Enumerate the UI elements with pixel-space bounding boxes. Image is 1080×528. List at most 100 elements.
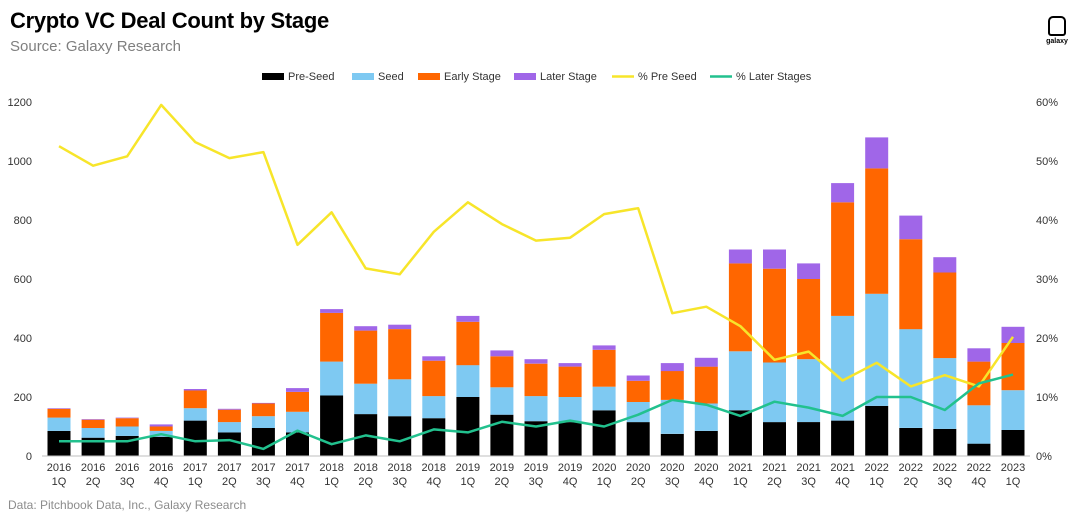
bar-early-stage-1	[81, 419, 105, 428]
bar-early-stage-16	[592, 349, 616, 387]
bar-seed-11	[422, 396, 446, 419]
x-tick-year: 2022	[967, 462, 991, 474]
bar-early-stage-14	[524, 363, 548, 397]
bar-later-stage-23	[831, 183, 855, 203]
bar-seed-6	[251, 416, 275, 428]
y-tick-label: 600	[14, 274, 32, 286]
bar-seed-8	[320, 361, 344, 396]
x-tick-year: 2020	[592, 462, 616, 474]
bar-pre-seed-18	[660, 433, 684, 456]
bar-later-stage-14	[524, 359, 548, 364]
x-tick-quarter: 2Q	[903, 476, 918, 488]
x-tick-year: 2017	[285, 462, 309, 474]
bar-seed-20	[728, 351, 752, 411]
y-tick-label: 1000	[8, 156, 32, 168]
x-tick-year: 2019	[558, 462, 582, 474]
bar-early-stage-4	[183, 390, 207, 409]
legend-label-pre-seed: % Pre Seed	[638, 71, 697, 83]
x-tick-year: 2020	[626, 462, 650, 474]
bar-later-stage-6	[251, 402, 275, 404]
x-tick-quarter: 3Q	[256, 476, 271, 488]
bar-pre-seed-12	[456, 397, 480, 456]
x-tick-quarter: 1Q	[461, 476, 476, 488]
bar-early-stage-20	[728, 263, 752, 352]
x-tick-quarter: 1Q	[324, 476, 339, 488]
bar-early-stage-18	[660, 371, 684, 400]
bar-seed-9	[354, 383, 378, 415]
bar-later-stage-27	[967, 348, 991, 362]
x-tick-year: 2022	[933, 462, 957, 474]
bar-pre-seed-5	[217, 432, 241, 456]
bar-seed-16	[592, 386, 616, 411]
bar-pre-seed-0	[47, 430, 71, 456]
bar-seed-13	[490, 387, 514, 415]
bar-later-stage-9	[354, 326, 378, 331]
bar-pre-seed-8	[320, 395, 344, 456]
bar-seed-1	[81, 428, 105, 438]
x-tick-year: 2016	[81, 462, 105, 474]
bar-later-stage-11	[422, 356, 446, 361]
bar-early-stage-22	[797, 279, 821, 360]
bar-later-stage-10	[388, 324, 412, 330]
x-tick-quarter: 3Q	[937, 476, 952, 488]
bar-seed-24	[865, 293, 889, 406]
bar-pre-seed-4	[183, 420, 207, 456]
bar-pre-seed-26	[933, 428, 957, 456]
bar-later-stage-28	[1001, 326, 1025, 343]
bar-seed-15	[558, 397, 582, 423]
bar-pre-seed-22	[797, 422, 821, 456]
x-tick-year: 2021	[762, 462, 786, 474]
bar-early-stage-17	[626, 380, 650, 402]
y-tick-label: 400	[14, 333, 32, 345]
bar-later-stage-25	[899, 215, 923, 240]
bar-pre-seed-14	[524, 421, 548, 456]
bar-early-stage-2	[115, 418, 139, 427]
x-tick-quarter: 2Q	[767, 476, 782, 488]
bar-early-stage-13	[490, 356, 514, 388]
y-tick-label: 200	[14, 392, 32, 404]
bar-later-stage-24	[865, 137, 889, 169]
chart-legend: Pre-Seed Seed Early Stage Later Stage % Pre …	[262, 71, 812, 83]
bar-later-stage-22	[797, 263, 821, 279]
x-tick-quarter: 1Q	[733, 476, 748, 488]
y-tick-label: 0	[26, 451, 32, 463]
x-tick-year: 2021	[796, 462, 820, 474]
right-y-axis: 0% 10% 20% 30% 40% 50% 60%	[1036, 97, 1058, 463]
bar-seed-26	[933, 358, 957, 429]
bar-later-stage-5	[217, 408, 241, 410]
x-tick-quarter: 1Q	[1006, 476, 1021, 488]
bar-later-stage-12	[456, 315, 480, 322]
y2-tick-label: 30%	[1036, 274, 1058, 286]
line-series	[58, 103, 1015, 451]
bar-early-stage-12	[456, 321, 480, 366]
bar-seed-0	[47, 417, 71, 431]
x-tick-quarter: 4Q	[426, 476, 441, 488]
y2-tick-label: 10%	[1036, 392, 1058, 404]
bar-later-stage-4	[183, 389, 207, 391]
source-note: Data: Pitchbook Data, Inc., Galaxy Resea…	[8, 498, 247, 512]
bar-seed-18	[660, 399, 684, 434]
legend-label-early-stage: Early Stage	[444, 71, 501, 83]
bar-later-stage-3	[149, 424, 173, 427]
bar-seed-12	[456, 365, 480, 397]
bar-early-stage-25	[899, 239, 923, 330]
y2-tick-label: 60%	[1036, 97, 1058, 109]
legend-swatch-later-stage	[514, 73, 536, 80]
bar-pre-seed-6	[251, 428, 275, 456]
x-tick-year: 2019	[524, 462, 548, 474]
bar-pre-seed-16	[592, 410, 616, 456]
bar-seed-28	[1001, 390, 1025, 430]
chart-title: Crypto VC Deal Count by Stage	[10, 8, 329, 33]
bar-seed-21	[763, 362, 786, 423]
galaxy-logo: galaxy	[1040, 16, 1074, 56]
x-tick-quarter: 2Q	[631, 476, 646, 488]
bar-early-stage-23	[831, 202, 855, 316]
x-tick-quarter: 4Q	[290, 476, 305, 488]
bar-early-stage-21	[763, 268, 786, 363]
x-tick-quarter: 4Q	[154, 476, 169, 488]
bar-early-stage-26	[933, 272, 957, 359]
x-tick-quarter: 3Q	[801, 476, 816, 488]
x-tick-quarter: 3Q	[665, 476, 680, 488]
x-tick-quarter: 2Q	[86, 476, 101, 488]
